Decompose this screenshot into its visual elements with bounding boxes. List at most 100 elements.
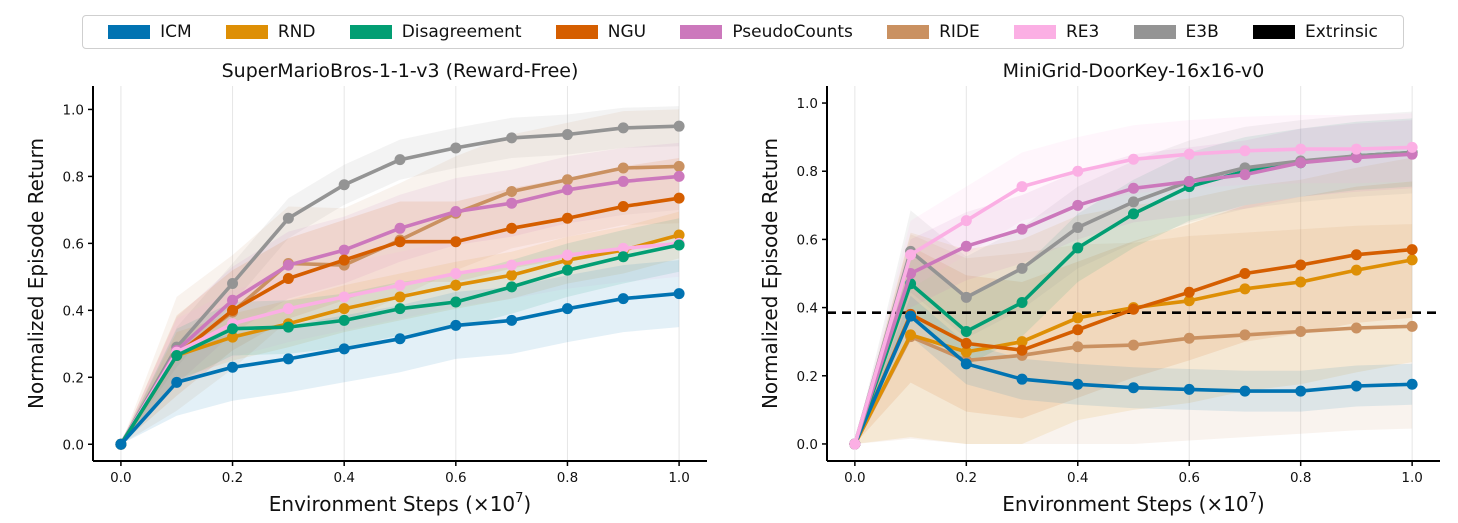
data-point <box>1072 242 1084 254</box>
data-point <box>1295 157 1307 169</box>
x-tick-label: 1.0 <box>1401 470 1422 486</box>
data-point <box>1072 221 1084 233</box>
x-tick-label: 0.2 <box>222 470 243 486</box>
data-point <box>673 239 685 251</box>
data-point <box>227 304 239 316</box>
data-point <box>282 259 294 271</box>
data-point <box>171 376 183 388</box>
data-point <box>282 273 294 285</box>
legend-label: E3B <box>1185 22 1219 42</box>
data-point <box>1016 262 1028 274</box>
x-axis-label: Environment Steps (×107) <box>1002 491 1264 516</box>
data-point <box>960 240 972 252</box>
data-point <box>849 438 861 450</box>
data-point <box>673 160 685 172</box>
data-point <box>617 162 629 174</box>
band-pseudocounts <box>120 142 680 445</box>
y-tick-label: 0.6 <box>63 236 84 252</box>
data-point <box>1016 181 1028 193</box>
data-point <box>338 291 350 303</box>
data-point <box>617 201 629 213</box>
data-point <box>561 249 573 261</box>
band-ride <box>854 224 1413 444</box>
data-point <box>1016 296 1028 308</box>
data-point <box>394 222 406 234</box>
y-tick-label: 0.2 <box>797 369 818 385</box>
data-point <box>960 325 972 337</box>
data-point <box>1239 169 1251 181</box>
data-point <box>227 361 239 373</box>
data-point <box>1406 244 1418 256</box>
data-point <box>960 291 972 303</box>
y-tick-label: 0.4 <box>797 301 818 317</box>
x-axis-label: Environment Steps (×107) <box>269 491 531 516</box>
data-point <box>394 303 406 315</box>
data-point <box>282 303 294 315</box>
data-point <box>561 184 573 196</box>
data-point <box>1350 143 1362 155</box>
data-point <box>450 206 462 218</box>
legend-swatch <box>225 25 268 39</box>
legend-item: RND <box>225 22 316 42</box>
data-point <box>1406 141 1418 153</box>
data-point <box>617 242 629 254</box>
legend-swatch <box>887 25 930 39</box>
data-point <box>1295 385 1307 397</box>
band-re3 <box>854 113 1413 445</box>
data-point <box>1183 332 1195 344</box>
y-tick-label: 0.0 <box>797 437 818 453</box>
data-point <box>561 129 573 141</box>
legend-label: Disagreement <box>401 22 522 42</box>
legend-swatch <box>108 25 151 39</box>
band-icm <box>120 260 680 445</box>
data-point <box>673 192 685 204</box>
x-axis-label-main: Environment Steps (×10 <box>1002 492 1248 516</box>
x-axis-label-close: ) <box>1257 492 1265 516</box>
chart-1: 0.0 0.2 0.4 0.6 0.8 1.0 0.0 0.2 0.4 0.6 0.8 1.0 Supe… <box>24 60 707 516</box>
band-rnd <box>120 211 680 445</box>
data-point <box>171 350 183 362</box>
data-point <box>1239 329 1251 341</box>
data-point <box>227 331 239 343</box>
data-point <box>1183 383 1195 395</box>
y-tick-label: 0.8 <box>63 169 84 185</box>
legend-label: RND <box>277 22 316 42</box>
data-point <box>1350 249 1362 261</box>
data-point <box>1406 320 1418 332</box>
data-point <box>506 132 518 144</box>
data-point <box>394 154 406 166</box>
data-point <box>673 229 685 241</box>
data-point <box>1295 143 1307 155</box>
data-point <box>450 142 462 154</box>
data-point <box>394 279 406 291</box>
data-point <box>394 236 406 248</box>
data-point <box>960 358 972 370</box>
legend: ICM RND Disagreement NGU PseudoCounts RIDE RE3… <box>82 15 1404 49</box>
data-point <box>1406 378 1418 390</box>
legend-label: RE3 <box>1065 22 1100 42</box>
x-tick-label: 0.8 <box>1290 470 1311 486</box>
y-tick-label: 1.0 <box>797 96 818 112</box>
legend-item: ICM <box>108 22 192 42</box>
data-point <box>1072 165 1084 177</box>
data-point <box>338 244 350 256</box>
data-point <box>673 170 685 182</box>
data-point <box>338 303 350 315</box>
data-point <box>1183 175 1195 187</box>
legend-label: Extrinsic <box>1304 22 1378 42</box>
data-point <box>338 314 350 326</box>
data-point <box>227 323 239 335</box>
x-tick-label: 0.8 <box>557 470 578 486</box>
legend-label: NGU <box>607 22 647 42</box>
band-disagreement <box>854 118 1413 445</box>
x-tick-label: 0.0 <box>844 470 865 486</box>
data-point <box>506 185 518 197</box>
legend-swatch <box>680 25 723 39</box>
data-point <box>506 281 518 293</box>
data-point <box>1072 378 1084 390</box>
legend-item: Extrinsic <box>1252 22 1378 42</box>
data-point <box>1239 283 1251 295</box>
data-point <box>338 254 350 266</box>
data-point <box>561 264 573 276</box>
